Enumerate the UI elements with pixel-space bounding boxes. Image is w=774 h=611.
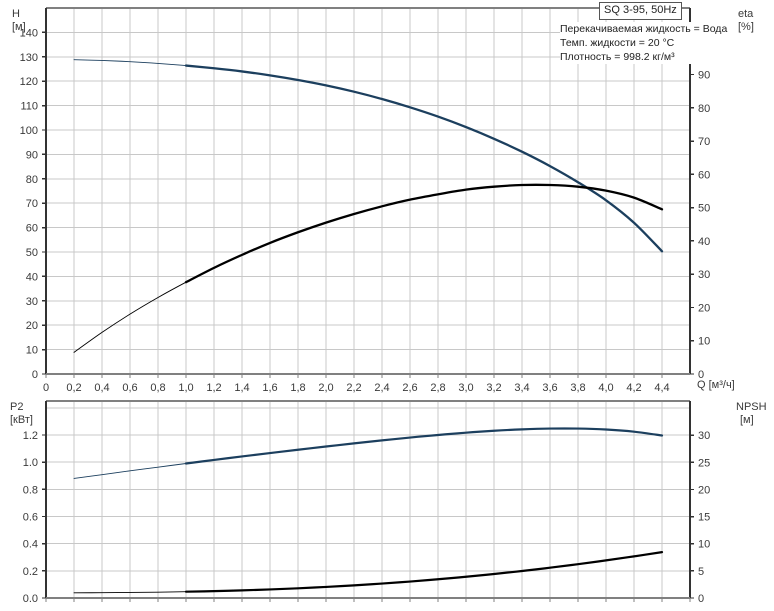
q-tick-label: 0,8 xyxy=(150,382,165,394)
eta-tick-label: 20 xyxy=(698,302,710,314)
q-tick-label: 2,8 xyxy=(430,382,445,394)
q-tick-label: 3,2 xyxy=(486,382,501,394)
npsh-tick-label: 15 xyxy=(698,512,710,524)
lower-gridlines xyxy=(45,400,691,599)
h-tick-label: 80 xyxy=(26,174,38,186)
upper-tick-labels: 0 10 20 30 40 50 60 70 80 90 100 110 120 130 140 0 10 20 3… xyxy=(20,27,717,394)
eta-tick-label: 10 xyxy=(698,336,710,348)
p2-tick-label: 0.0 xyxy=(23,593,38,605)
h-tick-label: 60 xyxy=(26,223,38,235)
head-curve xyxy=(184,64,664,253)
q-tick-label: 2,6 xyxy=(402,382,417,394)
eta-curve xyxy=(184,183,664,284)
info-line-density: Плотность = 998.2 кг/м³ xyxy=(560,51,675,63)
h-tick-label: 90 xyxy=(26,149,38,161)
h-axis-name: H xyxy=(12,8,20,20)
q-tick-label: 2,4 xyxy=(374,382,389,394)
q-tick-label: 0,6 xyxy=(122,382,137,394)
q-tick-label: 2,0 xyxy=(318,382,333,394)
eta-tick-label: 90 xyxy=(698,70,710,82)
q-tick-label: 3,4 xyxy=(514,382,529,394)
npsh-tick-label: 30 xyxy=(698,430,710,442)
h-tick-label: 20 xyxy=(26,320,38,332)
npsh-tick-label: 0 xyxy=(698,593,704,605)
npsh-tick-label: 5 xyxy=(698,566,704,578)
q-tick-label: 0,2 xyxy=(66,382,81,394)
p2-tick-label: 0.2 xyxy=(23,566,38,578)
q-tick-label: 0,4 xyxy=(94,382,109,394)
npsh-tick-label: 25 xyxy=(698,457,710,469)
eta-tick-label: 80 xyxy=(698,103,710,115)
p2-axis-unit: [кВт] xyxy=(10,414,33,426)
p2-tick-label: 1.2 xyxy=(23,430,38,442)
p2-tick-label: 0.6 xyxy=(23,511,38,523)
npsh-axis-unit: [м] xyxy=(740,414,754,426)
info-line-temperature: Темп. жидкости = 20 °C xyxy=(560,37,675,49)
h-axis-unit: [м] xyxy=(12,21,26,33)
p2-tick-label: 0.8 xyxy=(23,484,38,496)
q-tick-label: 1,2 xyxy=(206,382,221,394)
h-tick-label: 50 xyxy=(26,247,38,259)
npsh-tick-label: 10 xyxy=(698,539,710,551)
eta-tick-label: 30 xyxy=(698,269,710,281)
q-axis-label-upper: Q [м³/ч] xyxy=(697,379,735,391)
eta-axis-unit: [%] xyxy=(738,21,754,33)
lower-tick-labels: 0.0 0.2 0.4 0.6 0.8 1.0 1.2 0 5 10 15 20 25 30 xyxy=(23,430,711,605)
lower-axes xyxy=(45,401,691,599)
upper-axes xyxy=(45,8,691,376)
q-tick-label: 2,2 xyxy=(346,382,361,394)
h-tick-label: 110 xyxy=(20,101,38,113)
npsh-axis-name: NPSH xyxy=(736,401,767,413)
h-tick-label: 140 xyxy=(20,27,38,39)
h-tick-label: 0 xyxy=(32,369,38,381)
power-curve-thin xyxy=(73,428,663,479)
p2-axis-name: P2 xyxy=(10,401,24,413)
eta-tick-label: 40 xyxy=(698,236,710,248)
h-tick-label: 100 xyxy=(20,125,38,137)
q-tick-label: 0 xyxy=(43,382,49,394)
h-tick-label: 30 xyxy=(26,296,38,308)
eta-axis-name: eta xyxy=(738,8,754,20)
q-tick-label: 4,0 xyxy=(598,382,613,394)
q-tick-label: 1,4 xyxy=(234,382,249,394)
npsh-tick-label: 20 xyxy=(698,484,710,496)
h-tick-label: 120 xyxy=(20,76,38,88)
q-tick-label: 1,0 xyxy=(178,382,193,394)
head-curve-thin xyxy=(73,59,663,252)
info-line-liquid: Перекачиваемая жидкость = Вода xyxy=(560,23,728,35)
h-tick-label: 130 xyxy=(20,52,38,64)
p2-tick-label: 1.0 xyxy=(23,457,38,469)
q-tick-label: 1,6 xyxy=(262,382,277,394)
power-curve xyxy=(184,427,664,465)
q-tick-label: 3,8 xyxy=(570,382,585,394)
h-tick-label: 70 xyxy=(26,198,38,210)
lower-chart-panel: 0.0 0.2 0.4 0.6 0.8 1.0 1.2 0 5 10 15 20 25 30 xyxy=(0,395,774,611)
h-tick-label: 40 xyxy=(26,271,38,283)
upper-curves xyxy=(73,59,664,353)
npsh-curve xyxy=(184,551,664,593)
model-title-box: SQ 3-95, 50Hz xyxy=(599,2,682,20)
q-tick-label: 1,8 xyxy=(290,382,305,394)
q-tick-label: 3,0 xyxy=(458,382,473,394)
eta-tick-label: 60 xyxy=(698,169,710,181)
h-tick-label: 10 xyxy=(26,345,38,357)
eta-tick-label: 50 xyxy=(698,203,710,215)
q-tick-label: 4,4 xyxy=(654,382,669,394)
p2-tick-label: 0.4 xyxy=(23,539,38,551)
lower-curves xyxy=(73,427,664,594)
eta-tick-label: 0 xyxy=(698,369,704,381)
q-tick-label: 4,2 xyxy=(626,382,641,394)
liquid-info-block: Перекачиваемая жидкость = Вода Темп. жид… xyxy=(560,22,728,64)
lower-chart-svg: 0.0 0.2 0.4 0.6 0.8 1.0 1.2 0 5 10 15 20 25 30 xyxy=(23,400,711,605)
npsh-curve-thin xyxy=(73,551,663,594)
eta-tick-label: 70 xyxy=(698,136,710,148)
q-tick-label: 3,6 xyxy=(542,382,557,394)
